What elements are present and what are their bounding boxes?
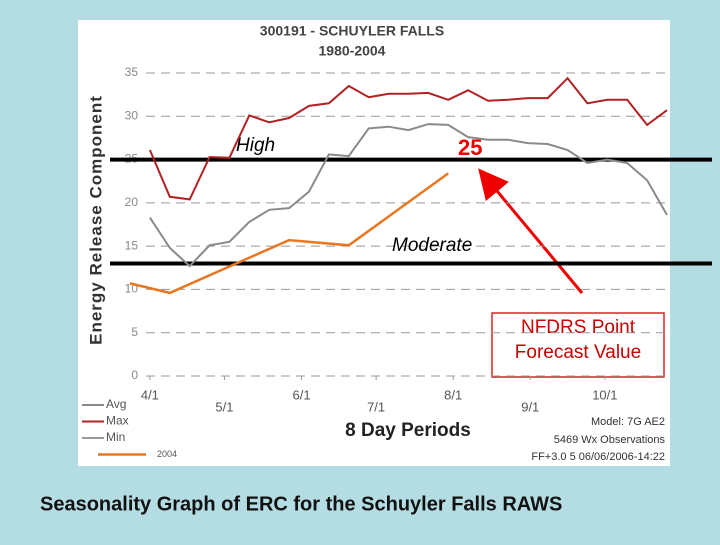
forecast-box bbox=[491, 312, 665, 378]
legend-label: Avg bbox=[106, 397, 126, 411]
x-tick-label: 9/1 bbox=[521, 399, 539, 414]
x-tick-label: 4/1 bbox=[141, 387, 159, 402]
x-tick-label: 10/1 bbox=[592, 387, 617, 402]
chart-title: 300191 - SCHUYLER FALLS bbox=[260, 23, 444, 39]
x-tick-label: 6/1 bbox=[293, 387, 311, 402]
note: 5469 Wx Observations bbox=[554, 434, 666, 446]
chart-subtitle: 1980-2004 bbox=[319, 43, 386, 59]
x-axis-label: 8 Day Periods bbox=[345, 420, 471, 441]
note: FF+3.0 5 06/06/2006-14:22 bbox=[531, 451, 665, 463]
caption: Seasonality Graph of ERC for the Schuyle… bbox=[40, 493, 562, 515]
chart-panel bbox=[78, 20, 670, 466]
y-tick-label: 5 bbox=[131, 325, 138, 339]
y-tick-label: 35 bbox=[125, 65, 139, 79]
legend-label: Max bbox=[106, 414, 129, 428]
y-tick-label: 30 bbox=[125, 108, 139, 122]
legend-label: 2004 bbox=[157, 449, 177, 459]
x-tick-label: 7/1 bbox=[367, 399, 385, 414]
y-axis-label: Energy Release Component bbox=[86, 95, 105, 345]
y-tick-label: 0 bbox=[131, 368, 138, 382]
series-line bbox=[148, 76, 668, 201]
threshold-label: Moderate bbox=[392, 235, 472, 256]
legend-label: Min bbox=[106, 430, 125, 444]
x-tick-label: 8/1 bbox=[444, 387, 462, 402]
y-tick-label: 15 bbox=[125, 238, 139, 252]
forecast-box-text: NFDRS Point Forecast Value bbox=[514, 317, 642, 363]
series-line bbox=[149, 123, 668, 268]
x-tick-label: 5/1 bbox=[215, 399, 233, 414]
threshold-label: High bbox=[236, 135, 275, 156]
note: Model: 7G AE2 bbox=[591, 416, 665, 428]
y-tick-label: 20 bbox=[125, 195, 139, 209]
series-line bbox=[129, 172, 449, 295]
forecast-box-text-holder: NFDRS Point Forecast Value bbox=[514, 317, 642, 363]
forecast-arrow bbox=[478, 168, 584, 294]
